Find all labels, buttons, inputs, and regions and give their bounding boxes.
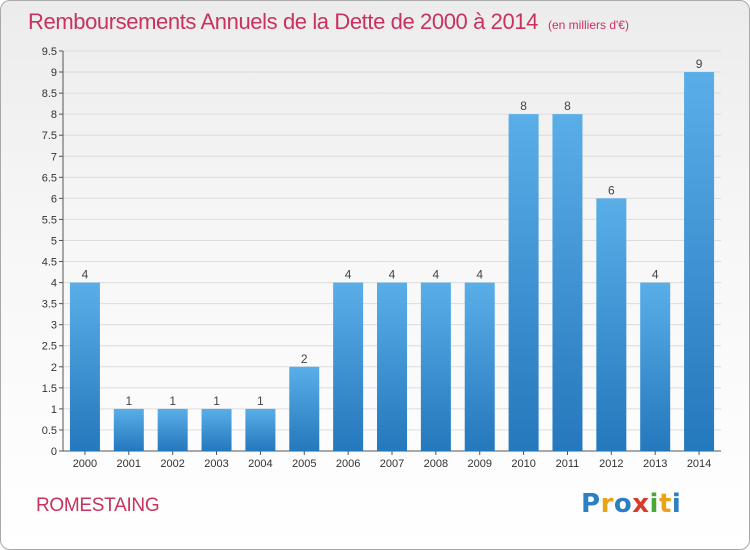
- x-tick-label: 2010: [511, 458, 535, 470]
- x-tick-label: 2009: [467, 458, 491, 470]
- chart-title-text: Remboursements Annuels de la Dette de 20…: [28, 9, 538, 34]
- y-tick-label: 0: [51, 446, 57, 458]
- proxiti-logo[interactable]: Proxiti: [581, 489, 681, 519]
- data-label: 4: [82, 268, 89, 282]
- logo-letter: r: [600, 489, 614, 519]
- x-tick-label: 2005: [292, 458, 316, 470]
- x-tick-label: 2011: [556, 458, 580, 470]
- y-tick-label: 3.5: [42, 299, 57, 311]
- data-label: 6: [608, 183, 615, 197]
- y-tick-label: 5: [51, 235, 57, 247]
- y-tick-label: 8: [51, 109, 57, 121]
- bar: [333, 282, 364, 451]
- data-label: 1: [257, 394, 264, 408]
- data-label: 8: [564, 99, 571, 113]
- y-tick-label: 5.5: [42, 214, 57, 226]
- x-tick-label: 2004: [248, 458, 272, 470]
- x-tick-label: 2013: [643, 458, 667, 470]
- bar: [684, 72, 715, 451]
- bar: [377, 282, 407, 451]
- y-tick-label: 2.5: [42, 341, 57, 353]
- data-label: 4: [433, 268, 440, 282]
- bar: [596, 198, 627, 451]
- y-tick-label: 6.5: [42, 172, 57, 184]
- x-tick-label: 2001: [117, 458, 141, 470]
- logo-letter: i: [671, 489, 682, 519]
- x-tick-label: 2007: [380, 458, 404, 470]
- data-label: 8: [520, 99, 527, 113]
- y-tick-label: 4: [51, 278, 57, 290]
- logo-letter: x: [632, 489, 650, 519]
- logo-letter: o: [613, 489, 633, 519]
- x-tick-label: 2012: [599, 458, 623, 470]
- logo-letter: P: [581, 489, 601, 519]
- y-tick-label: 7.5: [42, 130, 57, 142]
- data-label: 4: [389, 268, 396, 282]
- x-tick-label: 2000: [73, 458, 97, 470]
- bars: [69, 72, 715, 451]
- commune-name: ROMESTAING: [36, 495, 160, 516]
- y-tick-label: 9.5: [42, 46, 57, 58]
- logo-letter: t: [658, 489, 672, 519]
- bar: [289, 366, 320, 451]
- data-label: 1: [213, 394, 220, 408]
- data-label: 1: [169, 394, 176, 408]
- y-tick-label: 2: [51, 362, 57, 374]
- y-tick-label: 1: [51, 404, 57, 416]
- data-label: 4: [476, 268, 483, 282]
- bar: [245, 408, 276, 451]
- y-tick-label: 4.5: [42, 257, 57, 269]
- bar: [552, 114, 583, 451]
- logo-letter: i: [649, 489, 659, 519]
- x-tick-label: 2014: [687, 458, 711, 470]
- x-tick-label: 2008: [424, 458, 448, 470]
- bar: [201, 408, 232, 451]
- y-tick-label: 9: [51, 67, 57, 79]
- x-tick-label: 2002: [160, 458, 184, 470]
- chart-title: Remboursements Annuels de la Dette de 20…: [28, 9, 629, 35]
- x-tick-label: 2003: [204, 458, 228, 470]
- bar: [508, 114, 539, 451]
- bar: [69, 282, 100, 451]
- data-label: 2: [301, 352, 308, 366]
- y-tick-label: 7: [51, 151, 57, 163]
- bar: [420, 282, 451, 451]
- bar: [640, 282, 671, 451]
- y-tick-label: 6: [51, 193, 57, 205]
- y-tick-label: 1.5: [42, 383, 57, 395]
- bar: [113, 408, 144, 451]
- data-label: 1: [125, 394, 132, 408]
- labels: 0 0.5 1 1.5 2 2.5 3 3.5 4 4.5 5 5.5 6 6.5 7 7.5 8 8.5 9 9.5…: [42, 46, 712, 470]
- y-tick-label: 3: [51, 320, 57, 332]
- data-label: 4: [345, 268, 352, 282]
- x-tick-label: 2006: [336, 458, 360, 470]
- y-tick-label: 0.5: [42, 425, 57, 437]
- bar: [157, 408, 188, 451]
- data-label: 4: [652, 268, 659, 282]
- chart-unit: (en milliers d'€): [547, 18, 629, 32]
- data-label: 9: [696, 57, 703, 71]
- bar: [464, 282, 495, 451]
- y-tick-label: 8.5: [42, 88, 57, 100]
